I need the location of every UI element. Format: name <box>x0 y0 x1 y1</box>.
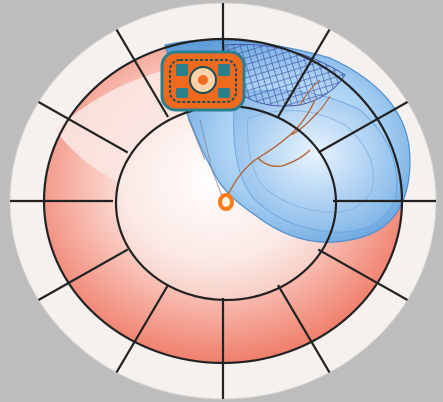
ganglion-center-icon <box>218 193 234 211</box>
mandala-emblem-icon <box>160 50 246 112</box>
blue-lobe-contour <box>247 110 374 213</box>
nerve-branch-tips <box>299 79 331 121</box>
connector-lines <box>187 117 223 197</box>
spoke-line <box>37 248 129 301</box>
spoke-line <box>277 284 331 374</box>
spoke-line <box>115 28 169 118</box>
spoke-line <box>277 28 331 118</box>
spoke-line <box>317 248 409 301</box>
spoke-line <box>115 284 169 374</box>
spoke-line <box>37 101 129 154</box>
blue-lobe-inner <box>233 89 398 233</box>
spoke-line <box>317 101 409 154</box>
